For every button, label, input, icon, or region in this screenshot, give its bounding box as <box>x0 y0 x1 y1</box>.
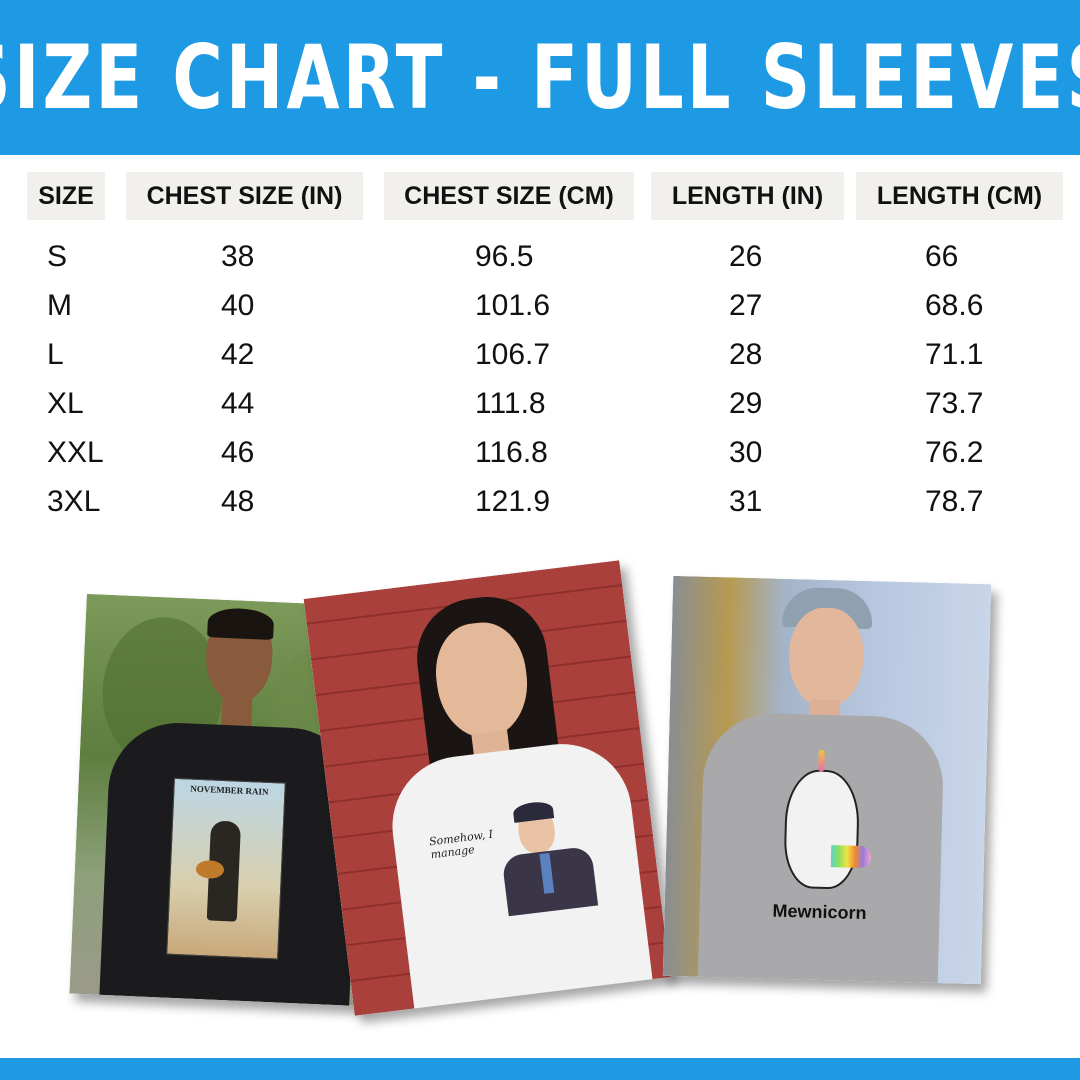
table-cell: 46 <box>221 436 255 469</box>
table-cell: 28 <box>729 338 763 371</box>
photo-card-somehow-i-manage: Somehow, I manage <box>303 560 671 1016</box>
column-header: LENGTH (CM) <box>856 172 1063 220</box>
table-cell: 68.6 <box>925 289 984 322</box>
table-cell: 40 <box>221 289 255 322</box>
photo-card-mewnicorn: Mewnicorn <box>662 575 992 985</box>
shirt-text: Mewnicorn <box>772 900 867 924</box>
header-banner: SIZE CHART - FULL SLEEVES <box>0 0 1080 155</box>
table-cell: 42 <box>221 338 255 371</box>
table-cell: 121.9 <box>475 485 551 518</box>
column-header: LENGTH (IN) <box>651 172 844 220</box>
table-cell: 116.8 <box>475 436 548 469</box>
table-cell: 71.1 <box>925 338 984 371</box>
table-cell: 44 <box>221 387 255 420</box>
table-cell: 38 <box>221 240 255 273</box>
table-cell: L <box>47 338 64 371</box>
shirt-print: NOVEMBER RAIN <box>166 777 286 960</box>
table-cell: 66 <box>925 240 959 273</box>
table-cell: 27 <box>729 289 763 322</box>
table-cell: 31 <box>729 485 763 518</box>
table-cell: 111.8 <box>475 387 546 420</box>
footer-bar <box>0 1058 1080 1080</box>
cat-illustration <box>783 768 861 890</box>
table-cell: M <box>47 289 72 322</box>
table-cell: 78.7 <box>925 485 984 518</box>
table-cell: 96.5 <box>475 240 534 273</box>
table-cell: 73.7 <box>925 387 984 420</box>
shirt-text: NOVEMBER RAIN <box>190 783 269 797</box>
column-header: SIZE <box>27 172 105 220</box>
table-cell: 48 <box>221 485 255 518</box>
table-cell: 76.2 <box>925 436 984 469</box>
table-cell: 26 <box>729 240 763 273</box>
person-head <box>787 606 865 709</box>
table-cell: XXL <box>47 436 104 469</box>
column-header: CHEST SIZE (CM) <box>384 172 634 220</box>
table-cell: 3XL <box>47 485 101 518</box>
table-cell: S <box>47 240 68 273</box>
column-header: CHEST SIZE (IN) <box>126 172 363 220</box>
table-cell: 29 <box>729 387 763 420</box>
table-cell: 30 <box>729 436 763 469</box>
table-cell: XL <box>47 387 84 420</box>
table-cell: 106.7 <box>475 338 551 371</box>
table-cell: 101.6 <box>475 289 551 322</box>
page-title: SIZE CHART - FULL SLEEVES <box>0 26 1080 129</box>
